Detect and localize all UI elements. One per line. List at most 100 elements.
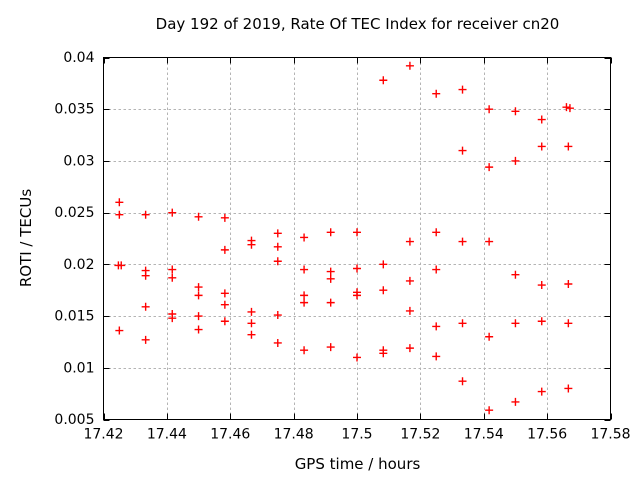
data-point-marker [405, 237, 414, 246]
data-point-marker [432, 228, 441, 237]
data-point-marker [194, 212, 203, 221]
data-point-marker [273, 257, 282, 266]
data-point-marker [405, 61, 414, 70]
data-point-marker [485, 406, 494, 415]
y-tick-label: 0.04 [63, 50, 94, 66]
chart-title: Day 192 of 2019, Rate Of TEC Index for r… [155, 15, 560, 33]
data-point-marker [562, 103, 571, 112]
x-tick-label: 17.48 [274, 427, 314, 443]
data-point-marker [511, 107, 520, 116]
data-point-marker [247, 240, 256, 249]
data-point-marker [247, 330, 256, 339]
x-tick-label: 17.58 [590, 427, 630, 443]
data-point-marker [485, 332, 494, 341]
data-point-marker [115, 326, 124, 335]
data-point-marker [379, 286, 388, 295]
data-point-marker [405, 306, 414, 315]
data-point-marker [432, 89, 441, 98]
data-point-marker [511, 319, 520, 328]
data-point-marker [115, 198, 124, 207]
data-point-marker [141, 271, 150, 280]
x-tick-label: 17.42 [83, 427, 123, 443]
data-point-marker [326, 298, 335, 307]
data-point-marker [141, 210, 150, 219]
data-point-marker [273, 229, 282, 238]
data-point-marker [247, 319, 256, 328]
data-point-marker [115, 210, 124, 219]
data-point-marker [300, 346, 309, 355]
data-point-marker [379, 260, 388, 269]
data-point-marker [194, 291, 203, 300]
data-point-marker [300, 233, 309, 242]
data-point-marker [168, 265, 177, 274]
data-point-marker [194, 325, 203, 334]
data-point-marker [353, 353, 361, 362]
data-point-marker [194, 283, 203, 292]
data-point-marker [511, 156, 520, 165]
data-point-marker [220, 300, 229, 309]
data-point-marker [565, 104, 574, 113]
data-point-marker [432, 352, 441, 361]
data-point-marker [537, 387, 546, 396]
y-tick-label: 0.02 [63, 257, 94, 273]
data-point-marker [511, 270, 520, 279]
data-point-marker [273, 242, 282, 251]
data-point-marker [485, 163, 494, 172]
x-tick-label: 17.54 [464, 427, 504, 443]
data-point-marker [273, 311, 282, 320]
data-point-marker [220, 317, 229, 326]
x-tick-label: 17.56 [527, 427, 567, 443]
data-point-marker [353, 228, 361, 237]
data-point-marker [405, 344, 414, 353]
data-point-marker [273, 338, 282, 347]
data-point-marker [220, 245, 229, 254]
data-point-marker [485, 237, 494, 246]
data-point-marker [326, 343, 335, 352]
data-point-marker [168, 208, 177, 217]
y-tick-label: 0.025 [54, 205, 94, 221]
data-point-marker [247, 307, 256, 316]
data-point-marker [485, 105, 494, 114]
data-point-marker [194, 312, 203, 321]
data-point-marker [353, 291, 361, 300]
data-point-marker [537, 142, 546, 151]
data-point-marker [353, 264, 361, 273]
y-tick-label: 0.015 [54, 309, 94, 325]
data-point-marker [458, 237, 467, 246]
data-point-marker [432, 265, 441, 274]
data-point-marker [564, 319, 573, 328]
data-point-marker [458, 85, 467, 94]
data-point-marker [168, 314, 177, 323]
data-point-marker [141, 335, 150, 344]
y-tick-label: 0.005 [54, 412, 94, 428]
data-point-marker [511, 397, 520, 406]
data-point-marker [458, 146, 467, 155]
x-tick-label: 17.44 [147, 427, 187, 443]
data-point-marker [458, 319, 467, 328]
data-point-marker [300, 265, 309, 274]
data-point-marker [300, 291, 309, 300]
data-point-marker [117, 261, 126, 270]
data-point-marker [564, 384, 573, 393]
x-tick-label: 17.52 [400, 427, 440, 443]
data-point-marker [220, 213, 229, 222]
data-point-marker [564, 142, 573, 151]
y-axis-label: ROTI / TECUs [17, 188, 35, 288]
x-axis-label: GPS time / hours [294, 455, 421, 473]
data-point-marker [326, 228, 335, 237]
data-point-marker [405, 276, 414, 285]
data-point-marker [168, 273, 177, 282]
data-point-marker [326, 267, 335, 276]
data-point-marker [537, 115, 546, 124]
x-tick-label: 17.5 [341, 427, 372, 443]
y-tick-label: 0.01 [63, 360, 94, 376]
data-point-marker [326, 274, 335, 283]
data-point-marker [141, 302, 150, 311]
data-point-marker [458, 377, 467, 386]
data-point-marker [220, 289, 229, 298]
data-point-marker [537, 317, 546, 326]
data-point-marker [300, 298, 309, 307]
data-point-marker [432, 322, 441, 331]
